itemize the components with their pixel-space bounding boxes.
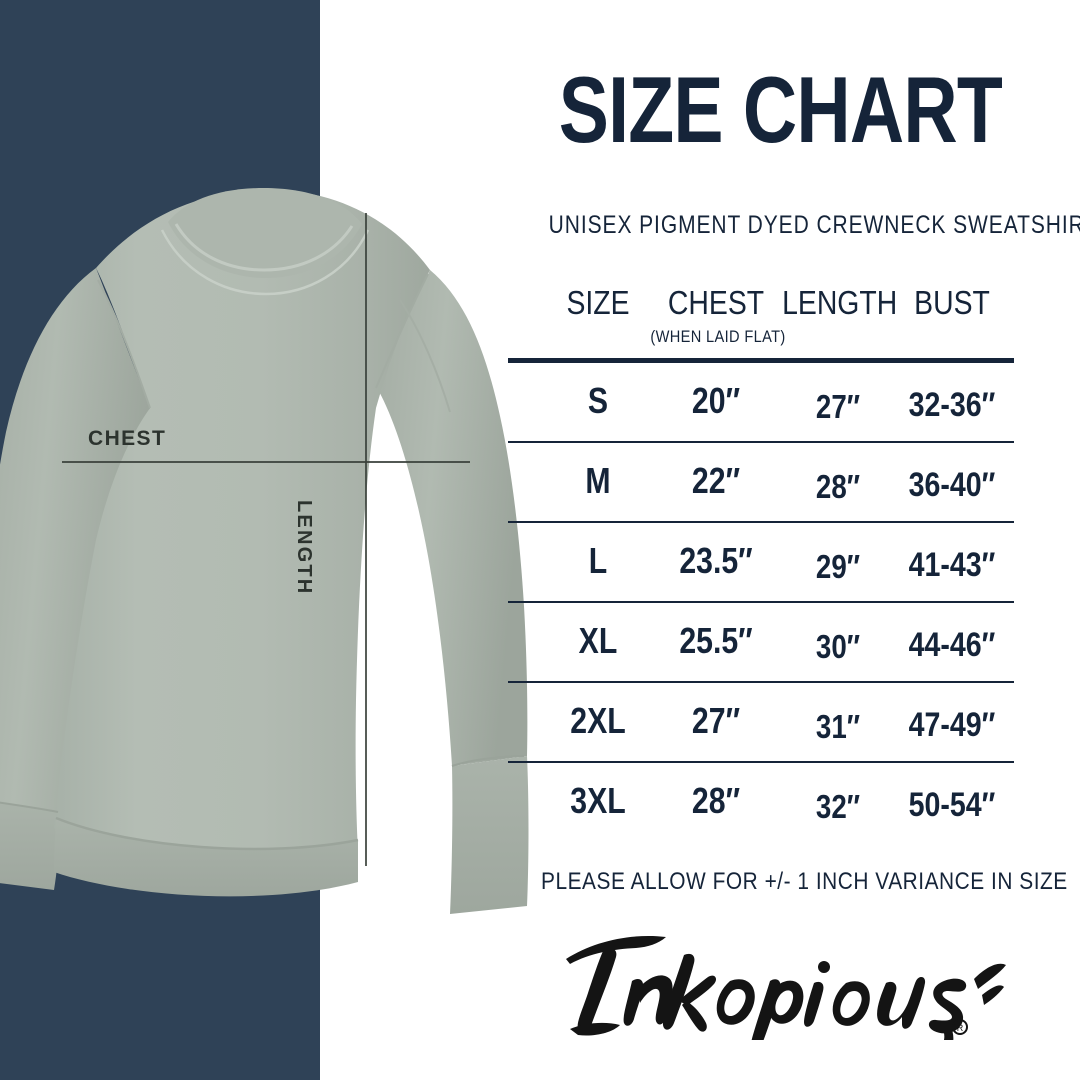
cell-size: L: [588, 540, 608, 581]
chest-measure-label: CHEST: [88, 427, 167, 450]
inkopious-wordmark-svg: R: [566, 935, 1006, 1040]
column-header-bust: BUST: [914, 284, 990, 321]
cell-length: 31″: [815, 708, 861, 745]
chart-column: SIZE CHART UNISEX PIGMENT DYED CREWNECK …: [508, 0, 1080, 1080]
column-header-chest: CHEST: [667, 284, 765, 321]
table-top-rule: [508, 358, 1014, 363]
cell-chest: 23.5″: [679, 540, 753, 581]
right-sleeve: [376, 270, 528, 766]
when-laid-flat-note: (WHEN LAID FLAT): [650, 327, 786, 346]
table-row: M 22″ 28″ 36-40″: [508, 441, 1016, 521]
svg-text:R: R: [957, 1023, 964, 1033]
cell-chest: 28″: [691, 780, 741, 821]
cell-length: 30″: [815, 628, 861, 665]
cell-size: 2XL: [570, 700, 626, 741]
cell-chest: 27″: [691, 700, 741, 741]
left-armhole-seam: [97, 279, 151, 409]
row-divider: [508, 761, 1014, 763]
right-cuff: [450, 756, 529, 914]
cell-size: M: [585, 460, 611, 501]
cell-bust: 50-54″: [908, 786, 996, 824]
row-divider: [508, 521, 1014, 523]
column-header-size: SIZE: [566, 284, 630, 321]
table-row: L 23.5″ 29″ 41-43″: [508, 521, 1016, 601]
cell-length: 27″: [815, 388, 861, 425]
page-subtitle: UNISEX PIGMENT DYED CREWNECK SWEATSHIRT: [548, 211, 1080, 239]
cell-length: 29″: [815, 548, 861, 585]
cell-length: 32″: [815, 788, 861, 825]
table-row: XL 25.5″ 30″ 44-46″: [508, 601, 1016, 681]
table-header-row: SIZE CHEST LENGTH BUST: [508, 285, 1016, 327]
cell-bust: 32-36″: [908, 386, 996, 424]
row-divider: [508, 441, 1014, 443]
neck-seam: [160, 229, 370, 296]
cell-bust: 36-40″: [908, 466, 996, 504]
cell-bust: 41-43″: [908, 546, 996, 584]
right-armhole-seam: [375, 273, 429, 389]
left-sleeve: [0, 268, 150, 812]
waistband-seam: [55, 816, 359, 851]
collar-rib: [168, 188, 362, 278]
right-cuff-seam: [451, 755, 525, 767]
cell-size: 3XL: [570, 780, 626, 821]
table-row: 2XL 27″ 31″ 47-49″: [508, 681, 1016, 761]
cell-size: XL: [578, 620, 618, 661]
row-divider: [508, 601, 1014, 603]
brand-logo: R: [508, 925, 1016, 1040]
variance-note: PLEASE ALLOW FOR +/- 1 INCH VARIANCE IN …: [541, 868, 1068, 895]
cell-chest: 25.5″: [679, 620, 753, 661]
cell-bust: 44-46″: [908, 626, 996, 664]
waistband-rib: [54, 818, 358, 897]
column-header-length: LENGTH: [782, 284, 898, 321]
cell-size: S: [587, 380, 609, 421]
cell-chest: 22″: [691, 460, 741, 501]
cell-chest: 20″: [691, 380, 741, 421]
collar-inner-edge: [174, 223, 354, 272]
garment-illustration: CHEST LENGTH: [0, 188, 529, 914]
table-row: 3XL 28″ 32″ 50-54″: [508, 761, 1016, 841]
row-divider: [508, 681, 1014, 683]
page-title: SIZE CHART: [558, 57, 1003, 162]
cell-length: 28″: [815, 468, 861, 505]
sweatshirt-svg: [0, 188, 529, 914]
left-cuff-seam: [0, 801, 59, 813]
length-measure-label: LENGTH: [293, 500, 315, 596]
table-row: S 20″ 27″ 32-36″: [508, 361, 1016, 441]
cell-bust: 47-49″: [908, 706, 996, 744]
right-sleeve-seam: [399, 299, 451, 413]
sweatshirt-body: [54, 189, 430, 872]
left-cuff: [0, 803, 59, 890]
